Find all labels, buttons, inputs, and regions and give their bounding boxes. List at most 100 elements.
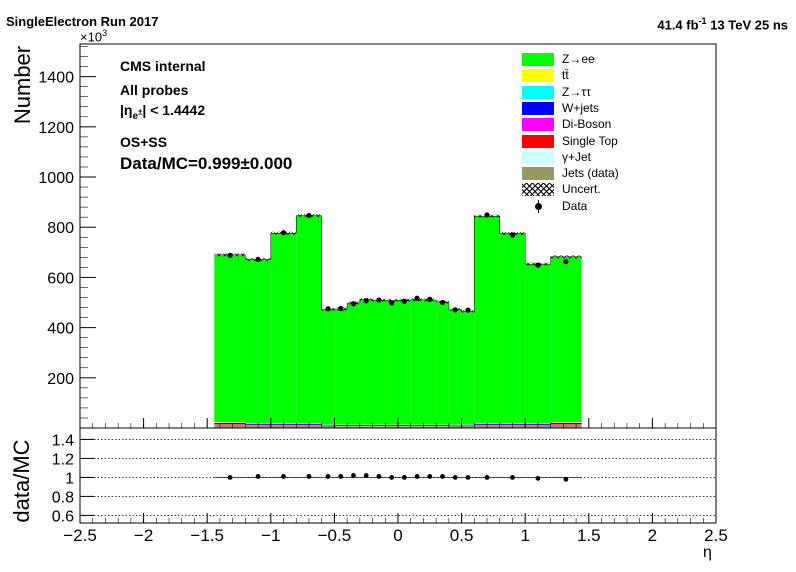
x-tick-label-8: 1.5 [577, 526, 601, 545]
ratio-point-5 [338, 474, 344, 479]
ratio-point-15 [465, 475, 471, 480]
bar-series-0-bin-15 [461, 425, 475, 428]
data-point-3 [306, 212, 312, 219]
ratio-point-18 [535, 475, 541, 481]
legend-label-6: γ+Jet [562, 149, 592, 164]
x-tick-label-4: −0.5 [318, 526, 352, 545]
bar-series-7-bin-5 [334, 309, 348, 425]
energy-label: 13 TeV 25 ns [710, 17, 788, 33]
ratio-point-12 [427, 474, 433, 479]
data-point-10 [401, 298, 407, 304]
data-point-16 [484, 212, 490, 218]
legend-swatch-5 [522, 134, 554, 148]
legend-label-2: Z→ττ [562, 84, 591, 99]
ratio-point-3 [306, 474, 312, 479]
bar-series-4-bin-6 [347, 424, 360, 426]
bar-series-7-bin-9 [385, 300, 398, 425]
legend-swatch-6 [522, 150, 554, 164]
ratio-point-10 [401, 475, 407, 480]
x-tick-label-3: −1 [261, 526, 280, 545]
ratio-point-16 [484, 475, 490, 480]
ratio-point-17 [510, 475, 515, 480]
bar-series-7-bin-10 [398, 300, 411, 425]
bar-series-3-bin-0 [214, 423, 246, 425]
bar-series-0-bin-7 [359, 426, 373, 428]
bar-series-4-bin-10 [398, 424, 411, 426]
y-tick-label-4: 1000 [38, 170, 74, 187]
data-point-19 [563, 259, 569, 265]
y-tick-label-1: 400 [47, 321, 74, 338]
ratio-point-1 [255, 474, 261, 479]
bar-series-7-bin-3 [296, 215, 322, 423]
ratio-point-7 [363, 473, 369, 478]
bar-series-0-bin-5 [334, 426, 348, 428]
bar-series-0-bin-8 [372, 426, 386, 428]
data-point-6 [350, 301, 357, 307]
data-point-4 [325, 306, 331, 312]
x-tick-label-5: 0 [393, 526, 402, 545]
ratio-point-4 [325, 474, 331, 479]
legend-swatch-2 [522, 85, 554, 99]
data-points [227, 212, 569, 313]
bar-series-4-bin-4 [321, 424, 335, 426]
y-exponent-base: ×10 [80, 29, 103, 45]
dataset-title: SingleElectron Run 2017 [6, 14, 159, 29]
x-tick-label-1: −2 [134, 526, 153, 545]
ratio-point-9 [389, 475, 395, 480]
bar-series-7-bin-16 [474, 216, 500, 423]
ratio-point-14 [452, 475, 458, 480]
bar-series-4-bin-15 [461, 424, 475, 426]
eta-cut-sub: e± [132, 107, 143, 122]
legend-swatch-3 [522, 101, 554, 115]
bar-series-4-bin-9 [385, 424, 398, 426]
ratio-point-2 [281, 474, 286, 479]
y-tick-label-3: 800 [47, 220, 74, 237]
stacked-bars [214, 215, 582, 428]
bar-series-4-bin-5 [334, 424, 348, 426]
bar-series-0-bin-12 [423, 426, 437, 428]
ratio-points [214, 473, 582, 482]
ratio-y-tick-label-3: 1.2 [52, 451, 74, 468]
bar-series-7-bin-1 [245, 259, 271, 423]
bar-series-7-bin-0 [214, 254, 246, 422]
eta-cut-suffix: | < 1.4442 [142, 102, 206, 118]
bar-series-0-bin-10 [398, 426, 411, 428]
bar-series-7-bin-4 [321, 309, 335, 425]
y-tick-label-2: 600 [47, 270, 74, 287]
ratio-axis-ticks [79, 438, 717, 523]
bar-series-0-bin-4 [321, 425, 335, 428]
eta-cut-prefix: |η [120, 102, 133, 118]
bar-series-4-bin-14 [448, 424, 462, 426]
x-tick-label-7: 1 [520, 526, 529, 545]
bar-series-4-bin-13 [436, 424, 449, 426]
ratio-gridlines [80, 439, 716, 516]
x-tick-label-0: −2.5 [63, 526, 97, 545]
x-tick-label-10: 2.5 [704, 526, 728, 545]
ratio-y-tick-label-4: 1.4 [52, 432, 74, 449]
legend-swatch-8 [522, 183, 554, 197]
charge-label: OS+SS [120, 134, 168, 150]
data-point-11 [414, 295, 420, 301]
data-point-15 [465, 307, 471, 313]
x-tick-labels: −2.5 −2 −1.5 −1 −0.5 0 0.5 1 1.5 2 2.5 [63, 526, 728, 545]
bar-series-0-bin-11 [410, 426, 424, 428]
y-tick-label-6: 1400 [38, 70, 74, 87]
data-point-12 [427, 296, 433, 302]
bar-series-0-bin-13 [436, 426, 449, 428]
bar-series-4-bin-12 [423, 424, 437, 426]
x-tick-label-2: −1.5 [190, 526, 224, 545]
x-tick-label-9: 2 [648, 526, 657, 545]
y-axis-label: Number [10, 45, 35, 125]
bar-series-7-bin-8 [372, 300, 386, 425]
ratio-y-tick-label-1: 0.8 [52, 489, 74, 506]
x-axis-label: η [703, 544, 712, 561]
data-point-13 [439, 299, 446, 306]
legend-label-3: W+jets [562, 100, 600, 115]
bar-series-7-bin-17 [499, 233, 526, 423]
bar-series-6-bin-0 [214, 421, 246, 423]
data-point-18 [535, 262, 541, 268]
legend-label-7: Jets (data) [562, 166, 619, 181]
legend-swatch-9 [522, 199, 554, 213]
eta-cut-label: |ηe±| < 1.4442 [120, 102, 205, 122]
